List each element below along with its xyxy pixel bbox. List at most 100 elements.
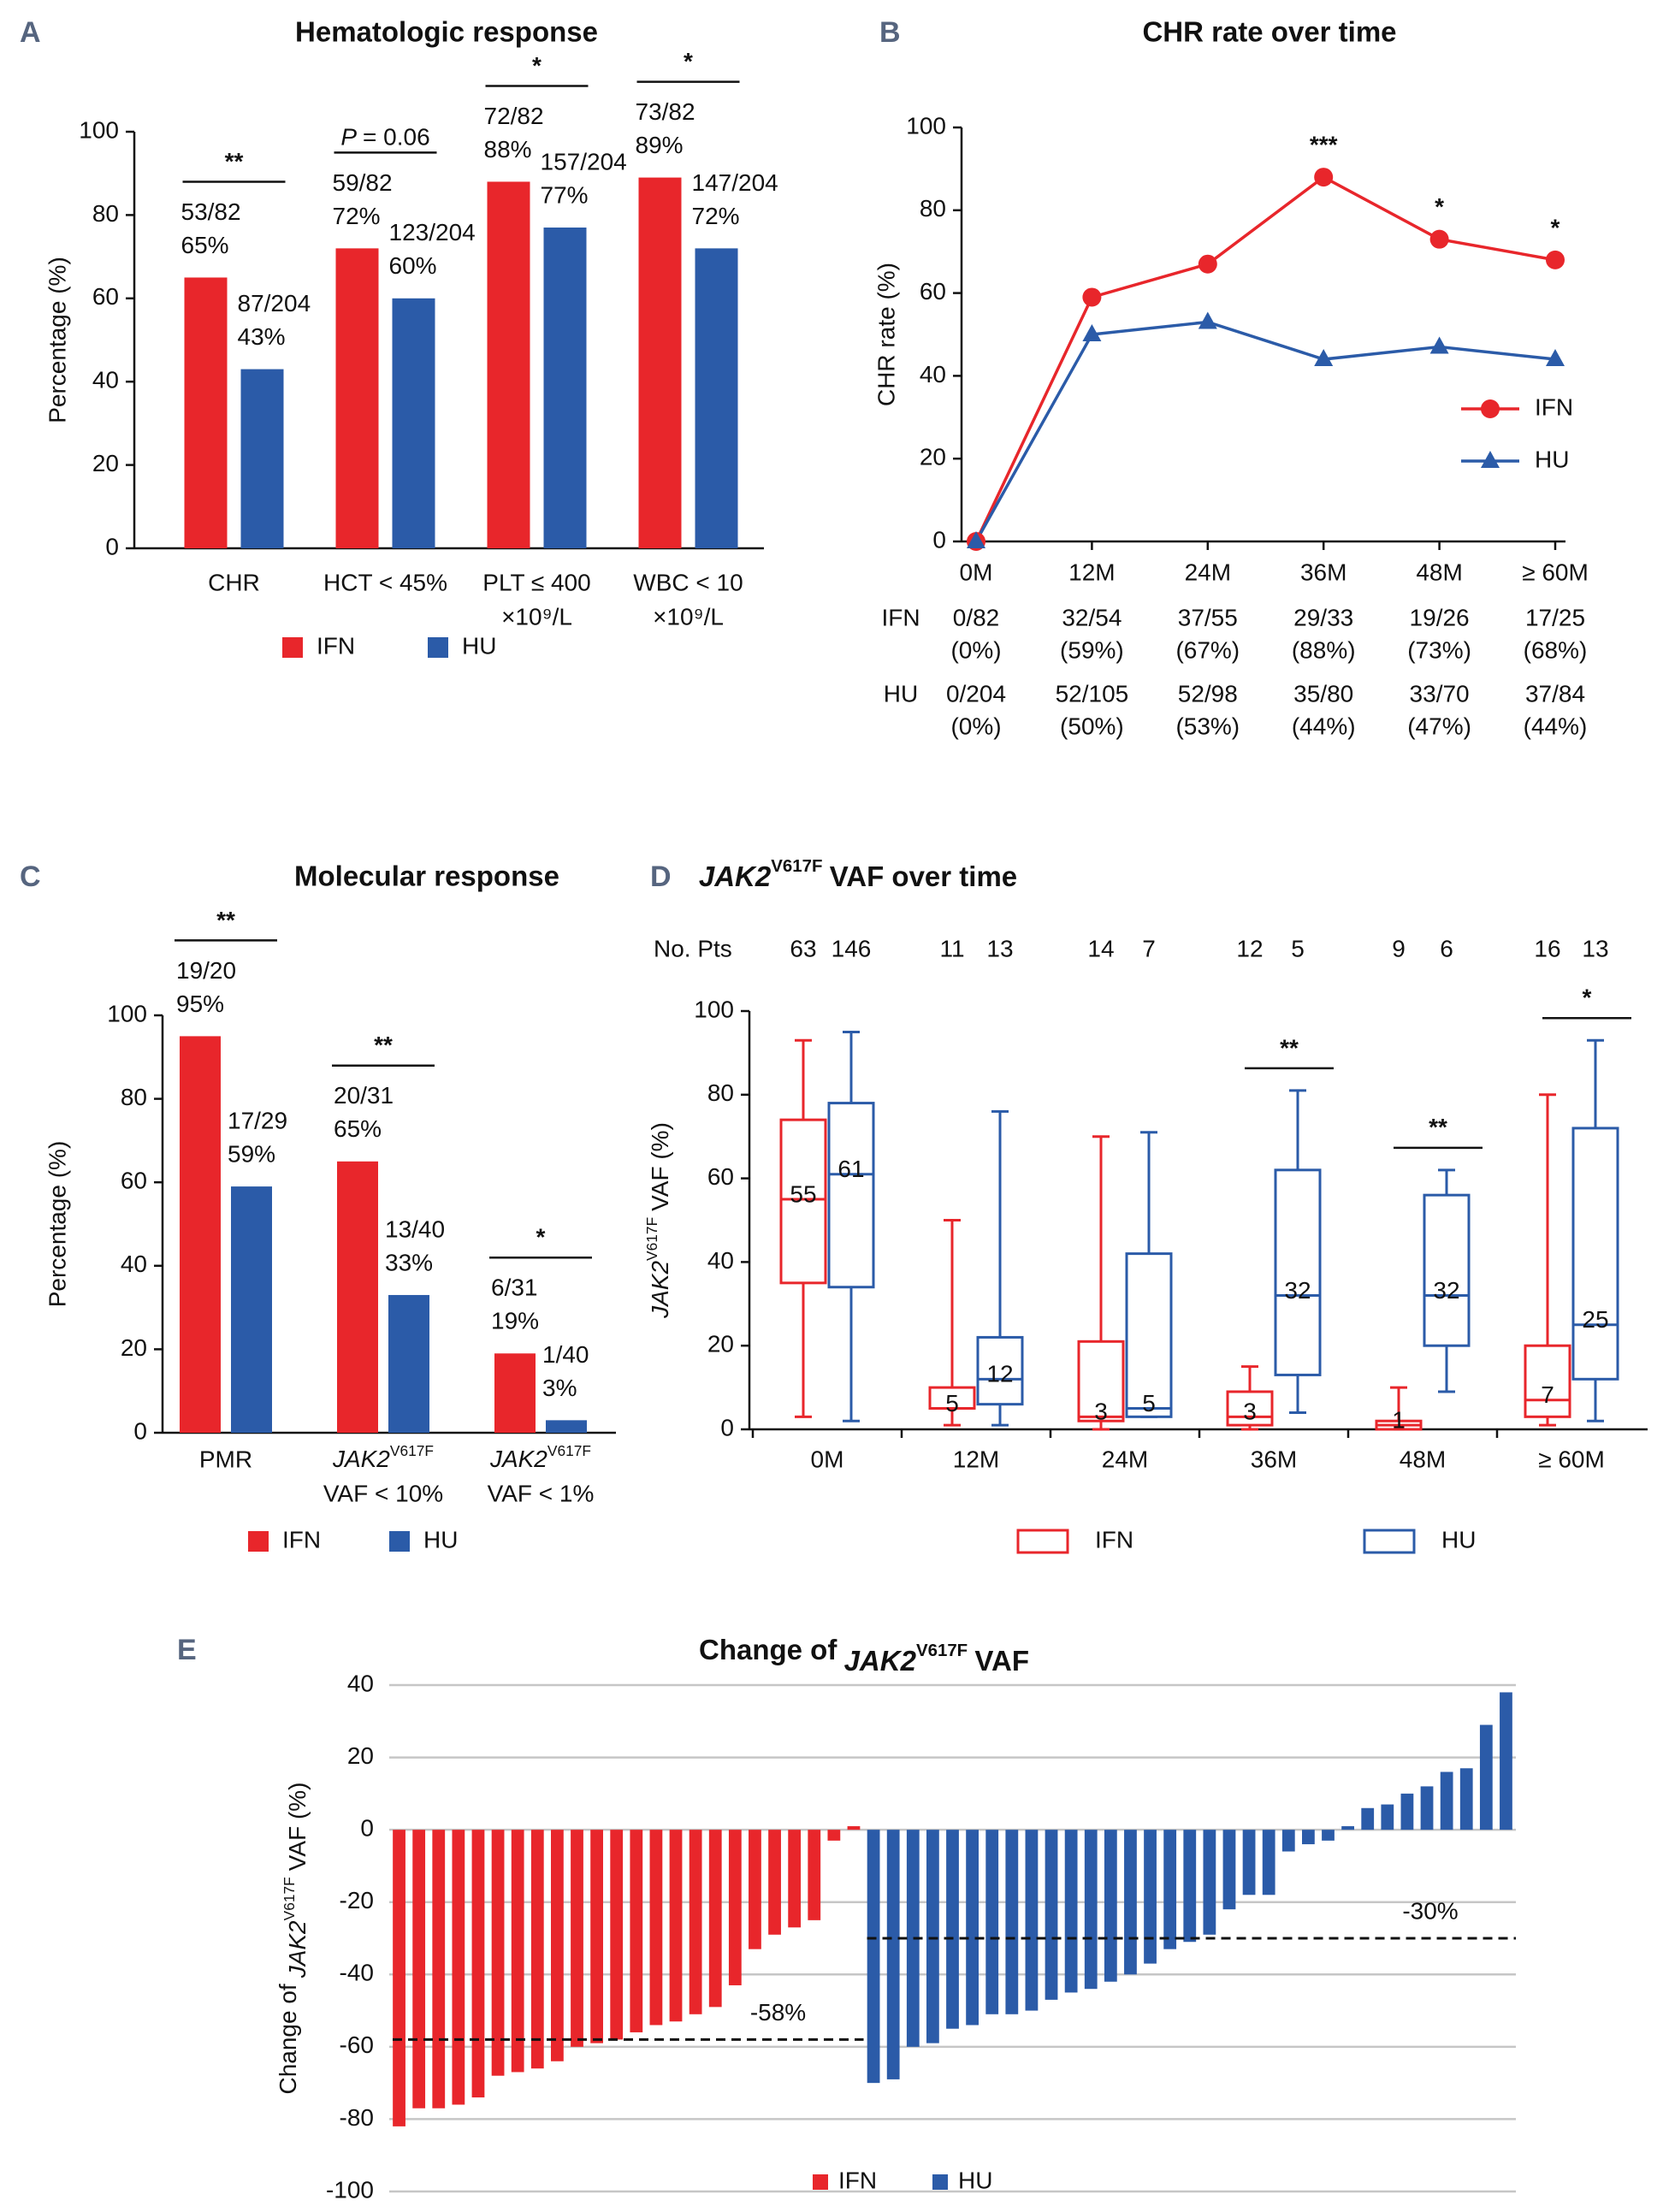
y-tick-label: 80 (121, 1084, 147, 1110)
table-cell: (68%) (1524, 636, 1588, 663)
table-cell: (73%) (1407, 636, 1471, 663)
box (1571, 1127, 1619, 1381)
y-tick-label: 60 (920, 278, 946, 305)
x-tick-label: HCT < 45% (323, 569, 447, 595)
x-tick-label: VAF < 10% (323, 1480, 443, 1506)
box (1274, 1168, 1322, 1376)
y-tick-label: 20 (347, 1742, 374, 1769)
significance: * (536, 1224, 546, 1251)
x-tick-label: 12M (1068, 559, 1115, 585)
y-tick-label: 40 (347, 1670, 374, 1696)
y-axis-label-part: V617F (281, 1877, 298, 1920)
value-label: 72% (692, 203, 740, 229)
bar (649, 1830, 663, 2026)
table-cell: 0/204 (946, 680, 1006, 707)
x-tick-label: ≥ 60M (1538, 1446, 1605, 1472)
y-axis-label-part: Change of (275, 1984, 301, 2094)
x-tick-label: 48M (1416, 559, 1462, 585)
y-tick-label: 0 (133, 1417, 147, 1444)
table-cell: 17/25 (1525, 604, 1585, 630)
bar (1025, 1830, 1039, 2011)
bar (494, 1353, 536, 1433)
y-tick-label: 100 (906, 112, 946, 139)
count-value: 146 (832, 935, 872, 961)
bar (571, 1830, 583, 2047)
bar (1322, 1830, 1335, 1841)
table-row-label: HU (884, 680, 918, 707)
bar (768, 1830, 781, 1935)
y-tick-label: 80 (707, 1079, 734, 1106)
x-tick-label: PLT ≤ 400 (482, 569, 590, 595)
table-cell: 0/82 (953, 604, 1000, 630)
x-tick-label: JAK2V617F (332, 1441, 434, 1472)
x-tick-label: 36M (1300, 559, 1346, 585)
y-tick-label: 20 (121, 1334, 147, 1361)
count-value: 5 (1291, 935, 1305, 961)
bar (689, 1830, 702, 2014)
bar (926, 1830, 939, 2043)
chart-title: Change of JAK2V617F VAF (699, 1634, 1029, 1677)
bar (1124, 1830, 1137, 1975)
table-row-label: IFN (881, 604, 920, 630)
y-axis-label-part: JAK2 (647, 1261, 673, 1319)
x-tick-label-part: JAK2 (489, 1446, 547, 1472)
legend-marker (1481, 399, 1500, 418)
chart-title-part: VAF (974, 1645, 1029, 1677)
panel-letter: A (20, 16, 41, 49)
bar (886, 1830, 900, 2079)
bar (452, 1830, 465, 2105)
value-label: 88% (484, 136, 532, 163)
y-axis-label-part: JAK2 (285, 1920, 311, 1978)
legend-label: IFN (838, 2167, 877, 2193)
bar (1500, 1692, 1512, 1831)
significance: * (532, 52, 542, 79)
bar (388, 1294, 429, 1433)
count-label: 87/204 (238, 290, 311, 316)
marker (1082, 287, 1102, 307)
median-label: 1 (1392, 1407, 1406, 1434)
table-cell: 52/98 (1178, 680, 1238, 707)
y-tick-label: 100 (79, 116, 119, 143)
marker (1546, 250, 1565, 269)
box (976, 1335, 1024, 1406)
significance: ** (1429, 1114, 1447, 1140)
bar (543, 228, 587, 548)
y-tick-label: 60 (121, 1168, 147, 1194)
legend-swatch (248, 1531, 269, 1552)
bar (240, 369, 284, 548)
count-value: 6 (1440, 935, 1453, 961)
bar (1045, 1830, 1058, 2000)
chart-title-part: V617F (771, 856, 822, 876)
bar (669, 1830, 683, 2022)
table-cell: (44%) (1292, 713, 1356, 739)
bar (551, 1830, 564, 2061)
x-tick-label: ≥ 60M (1522, 559, 1589, 585)
significance: * (1435, 193, 1444, 220)
panel-letter: E (177, 1634, 197, 1666)
chart-title: JAK2V617F VAF over time (699, 856, 1017, 892)
table-cell: (50%) (1060, 713, 1124, 739)
chart-title: CHR rate over time (1142, 16, 1396, 48)
x-tick-label: 0M (811, 1446, 844, 1472)
bar (1144, 1830, 1157, 1964)
count-label: 1/40 (542, 1341, 589, 1368)
y-tick-label: -20 (340, 1887, 374, 1913)
y-tick-label: 20 (707, 1331, 734, 1357)
count-value: 63 (790, 935, 816, 961)
marker (1198, 311, 1217, 329)
marker (1429, 336, 1449, 354)
legend-swatch (1016, 1529, 1069, 1554)
value-label: 43% (238, 323, 286, 350)
count-label: 72/82 (484, 103, 544, 129)
value-label: 3% (542, 1375, 577, 1401)
bar (847, 1825, 861, 1831)
y-tick-label: 0 (360, 1815, 374, 1842)
y-tick-label: 60 (707, 1163, 734, 1190)
y-axis-label: Percentage (%) (44, 1141, 70, 1308)
x-tick-label: ×10⁹/L (501, 603, 572, 630)
y-tick-label: 40 (92, 367, 119, 393)
significance: P = 0.06 (340, 124, 429, 151)
y-axis-label-part: VAF (%) (647, 1122, 673, 1211)
box (1226, 1390, 1274, 1427)
